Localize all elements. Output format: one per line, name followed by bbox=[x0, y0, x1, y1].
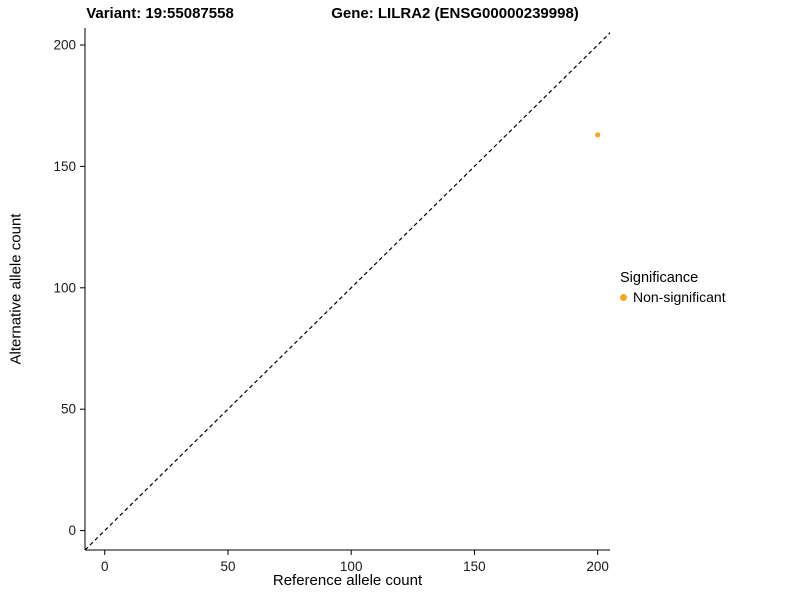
y-axis-label: Alternative allele count bbox=[7, 213, 25, 365]
y-tick-label: 50 bbox=[61, 402, 76, 417]
x-tick-label: 50 bbox=[220, 559, 235, 574]
y-tick-label: 0 bbox=[68, 523, 76, 538]
x-tick-label: 200 bbox=[586, 559, 609, 574]
legend-title: Significance bbox=[620, 270, 699, 286]
x-axis-label: Reference allele count bbox=[272, 572, 423, 589]
y-tick-label: 150 bbox=[53, 159, 76, 174]
x-tick-label: 100 bbox=[340, 559, 363, 574]
legend-entry: Non-significant bbox=[620, 289, 726, 305]
legend-entry-label: Non-significant bbox=[633, 289, 726, 305]
y-tick-label: 200 bbox=[53, 37, 76, 52]
legend: Significance Non-significant bbox=[620, 270, 726, 305]
identity-line bbox=[85, 32, 610, 550]
y-tick-label: 100 bbox=[53, 280, 76, 295]
plot-title-gene: Gene: LILRA2 (ENSG00000239998) bbox=[331, 5, 579, 22]
data-point bbox=[595, 132, 601, 138]
plot-title-variant: Variant: 19:55087558 bbox=[86, 5, 234, 22]
x-tick-label: 0 bbox=[101, 559, 109, 574]
x-tick-label: 150 bbox=[463, 559, 486, 574]
legend-key-dot bbox=[620, 293, 627, 301]
